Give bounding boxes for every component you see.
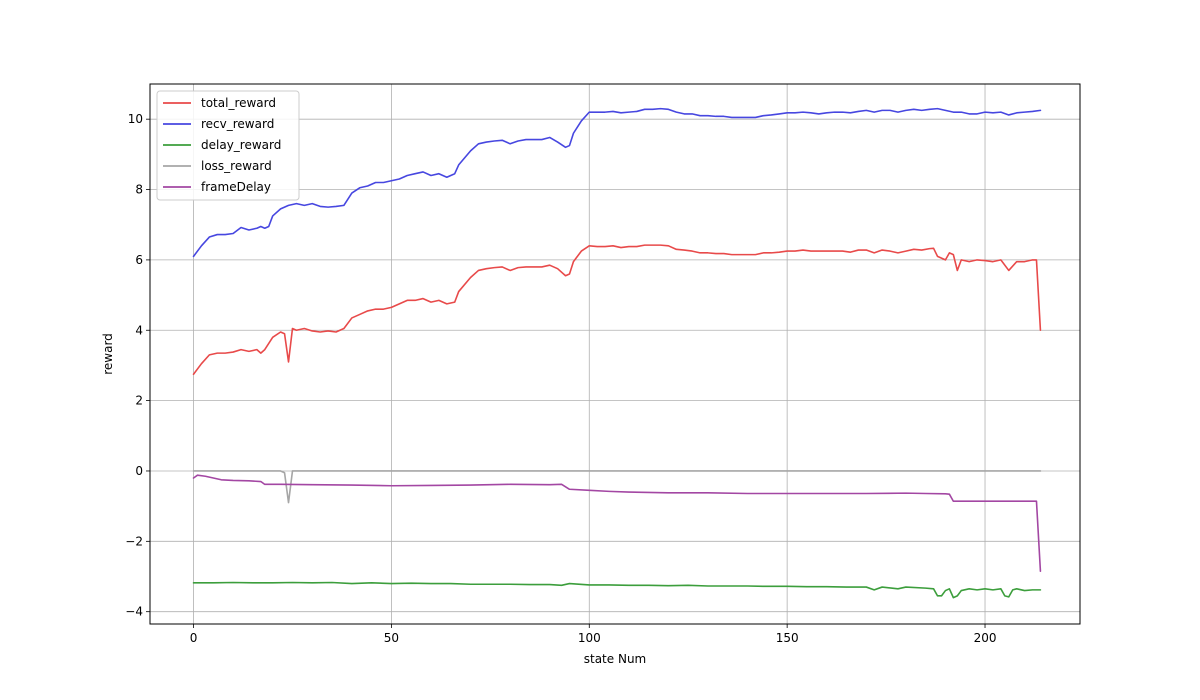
series-line-total-reward — [192, 244, 1042, 376]
legend-label: total_reward — [201, 96, 276, 110]
y-tick-label: 6 — [135, 253, 143, 267]
legend-label: recv_reward — [201, 117, 274, 131]
series-group — [192, 107, 1042, 599]
y-tick-label: 8 — [135, 183, 143, 197]
x-tick-label: 0 — [190, 631, 198, 645]
x-tick-label: 50 — [384, 631, 399, 645]
y-tick-label: −2 — [125, 534, 143, 548]
y-tick-label: 0 — [135, 464, 143, 478]
y-tick-label: 4 — [135, 323, 143, 337]
plot-frame — [149, 83, 1081, 625]
y-tick-label: 2 — [135, 394, 143, 408]
legend: total_reward recv_reward delay_reward loss_… — [156, 90, 300, 201]
legend-label: loss_reward — [201, 159, 272, 173]
series-line-loss-reward — [192, 470, 1042, 504]
y-axis-label: reward — [101, 333, 115, 375]
legend-label: delay_reward — [201, 138, 281, 152]
y-tick-label: 10 — [128, 112, 143, 126]
series-line-recv-reward — [192, 107, 1042, 258]
x-tick-label: 200 — [974, 631, 997, 645]
y-tick-label: −4 — [125, 605, 143, 619]
ticks: 0 50 100 150 200 −4 −2 0 2 4 6 8 10 — [125, 112, 996, 645]
x-axis-label: state Num — [584, 652, 646, 666]
legend-label: frameDelay — [201, 180, 271, 194]
series-line-framedelay — [192, 474, 1042, 573]
x-tick-label: 100 — [578, 631, 601, 645]
legend-box — [156, 90, 300, 201]
x-tick-label: 150 — [776, 631, 799, 645]
series-line-delay-reward — [192, 581, 1042, 599]
